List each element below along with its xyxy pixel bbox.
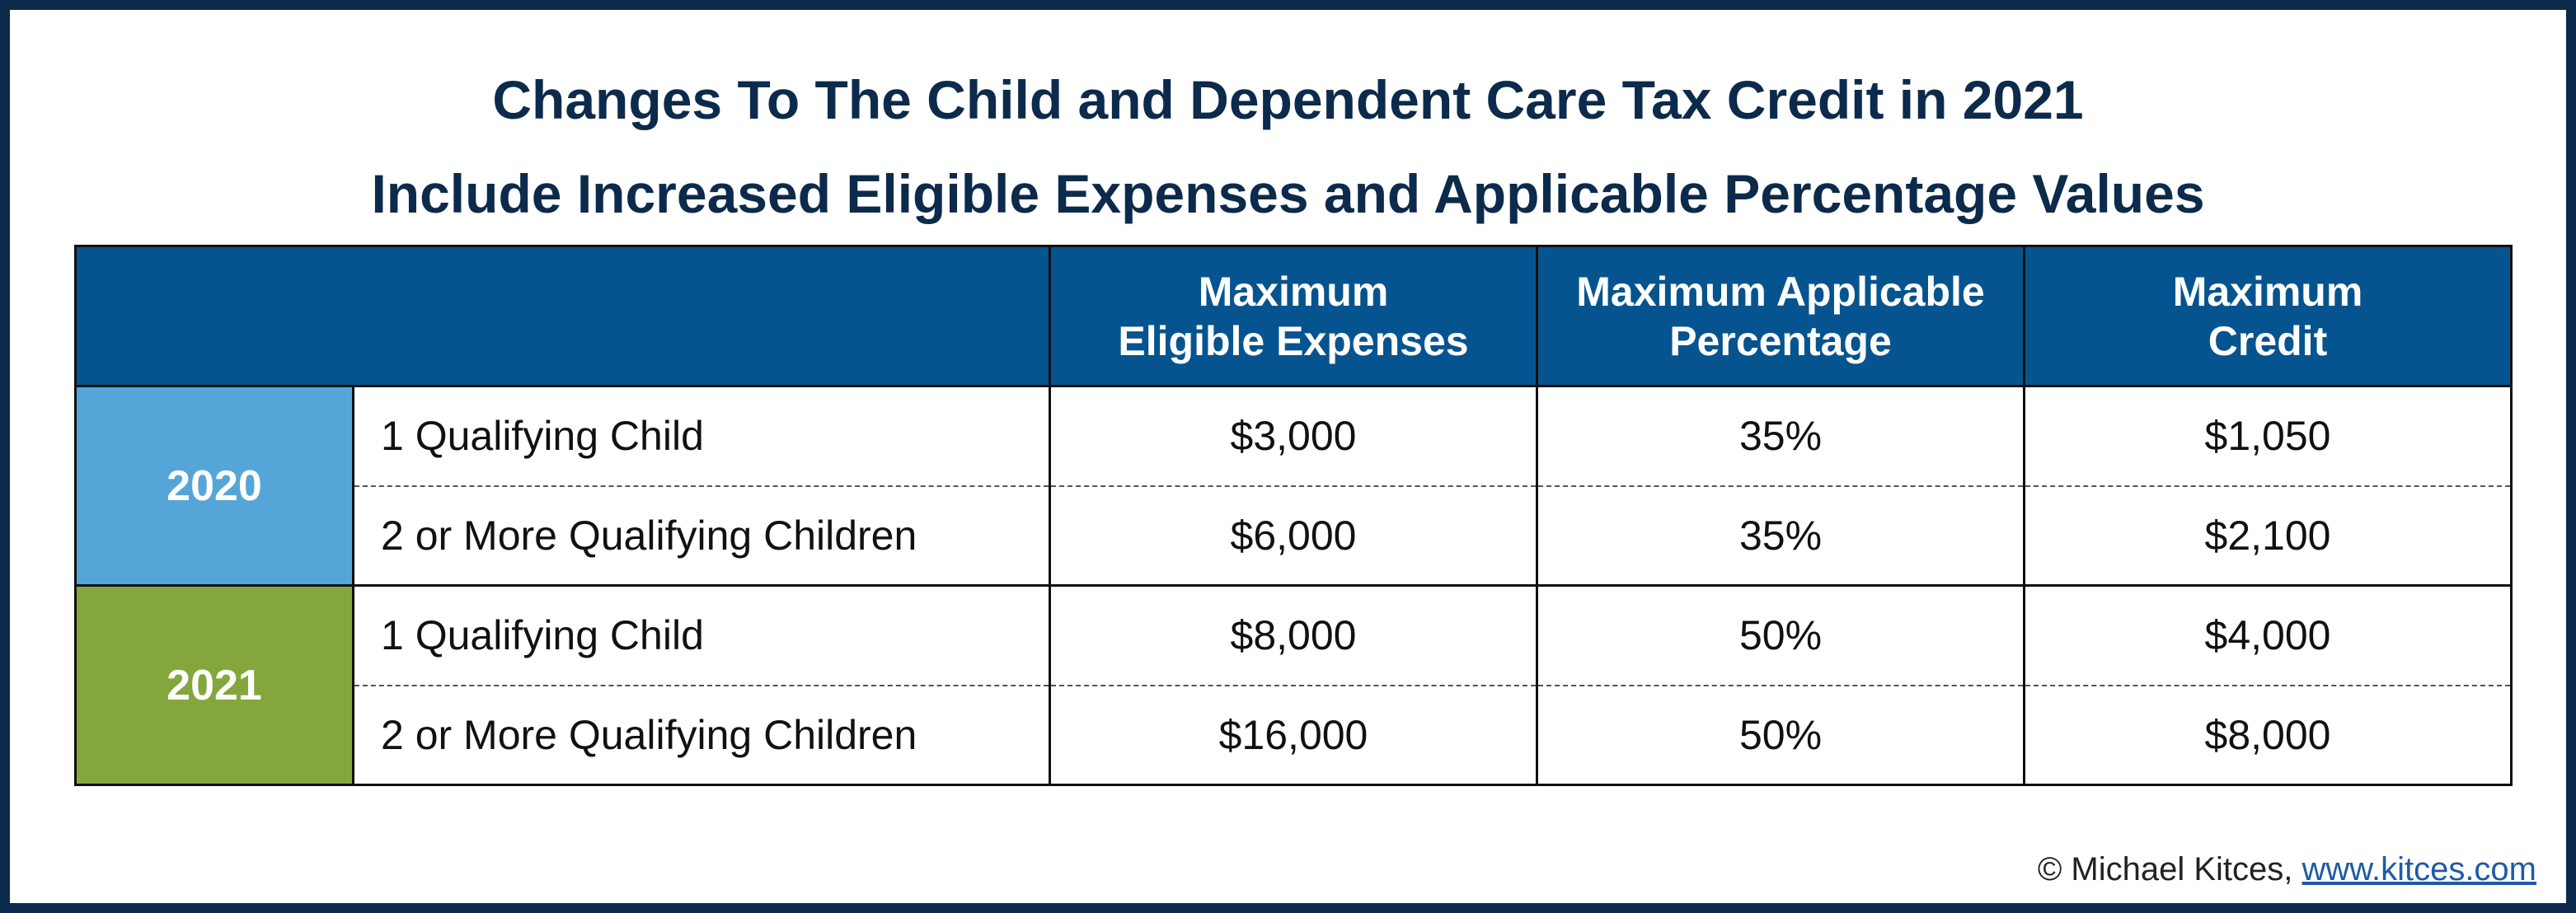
cell-percentage: 50% xyxy=(1536,685,2025,786)
cell-credit: $2,100 xyxy=(2023,485,2513,587)
row-label: 1 Qualifying Child xyxy=(352,385,1051,487)
header-blank xyxy=(74,245,1051,387)
row-label: 1 Qualifying Child xyxy=(352,584,1051,686)
cell-expenses: $16,000 xyxy=(1049,685,1538,786)
table-row-2021-two-children: 2 or More Qualifying Children $16,000 50… xyxy=(76,685,2513,786)
cell-expenses: $6,000 xyxy=(1049,485,1538,587)
cell-expenses: $3,000 xyxy=(1049,385,1538,487)
header-percentage-line-1: Maximum Applicable xyxy=(1576,268,1985,315)
cell-percentage: 35% xyxy=(1536,385,2025,487)
title-line-2: Include Increased Eligible Expenses and … xyxy=(371,163,2205,224)
copyright-text: © Michael Kitces, xyxy=(2037,851,2302,887)
table-row-2020-two-children: 2 or More Qualifying Children $6,000 35%… xyxy=(76,485,2513,587)
header-expenses-line-2: Eligible Expenses xyxy=(1118,317,1469,364)
header-credit-line-2: Credit xyxy=(2208,317,2328,364)
cell-expenses: $8,000 xyxy=(1049,584,1538,686)
chart-title: Changes To The Child and Dependent Care … xyxy=(10,53,2566,241)
cell-percentage: 50% xyxy=(1536,584,2025,686)
cell-percentage: 35% xyxy=(1536,485,2025,587)
header-expenses-line-1: Maximum xyxy=(1198,268,1389,315)
row-label: 2 or More Qualifying Children xyxy=(352,685,1051,786)
tax-credit-table: Maximum Eligible Expenses Maximum Applic… xyxy=(74,245,2513,786)
table-row-2021-one-child: 2021 1 Qualifying Child $8,000 50% $4,00… xyxy=(74,584,2513,786)
header-credit-line-1: Maximum xyxy=(2172,268,2363,315)
year-cell-2020: 2020 xyxy=(74,385,354,587)
figure-frame: Changes To The Child and Dependent Care … xyxy=(10,10,2566,903)
header-percentage-line-2: Percentage xyxy=(1669,317,1892,364)
kitces-link[interactable]: www.kitces.com xyxy=(2302,851,2537,887)
header-max-eligible-expenses: Maximum Eligible Expenses xyxy=(1049,245,1538,387)
header-row: Maximum Eligible Expenses Maximum Applic… xyxy=(74,245,2513,387)
cell-credit: $8,000 xyxy=(2023,685,2513,786)
cell-credit: $1,050 xyxy=(2023,385,2513,487)
cell-credit: $4,000 xyxy=(2023,584,2513,686)
table-row-2020-one-child: 2020 1 Qualifying Child $3,000 35% $1,05… xyxy=(74,385,2513,587)
header-max-applicable-percentage: Maximum Applicable Percentage xyxy=(1536,245,2025,387)
title-line-1: Changes To The Child and Dependent Care … xyxy=(492,69,2084,130)
header-max-credit: Maximum Credit xyxy=(2023,245,2513,387)
year-cell-2021: 2021 xyxy=(74,584,354,786)
row-label: 2 or More Qualifying Children xyxy=(352,485,1051,587)
source-credit: © Michael Kitces, www.kitces.com xyxy=(2038,851,2536,888)
